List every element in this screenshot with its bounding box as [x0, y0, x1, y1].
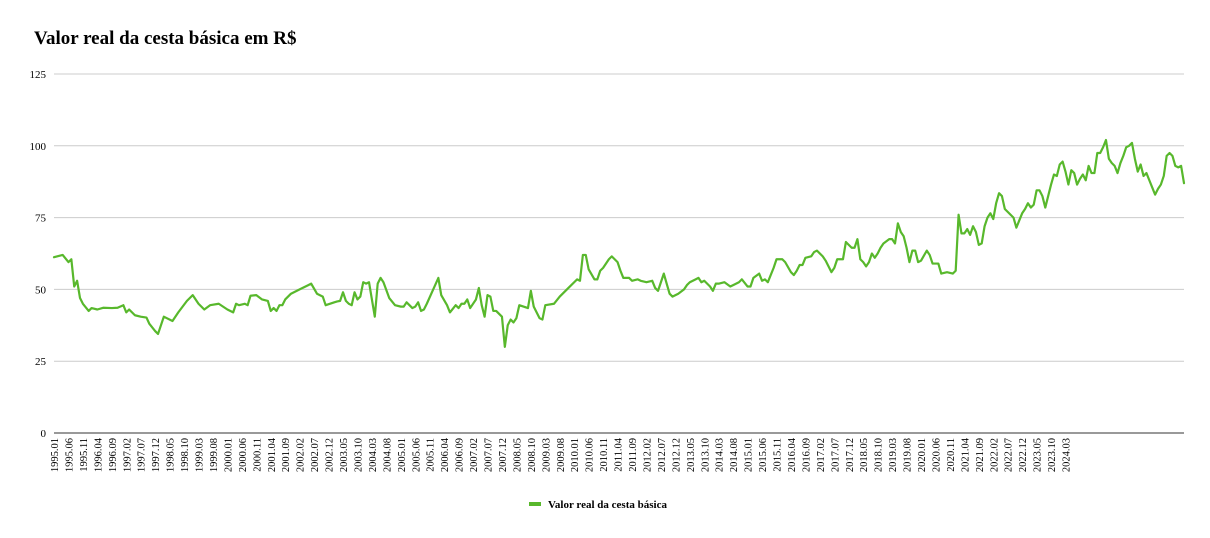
x-tick-label: 2019.08 [903, 438, 914, 472]
x-tick-label: 2023.05 [1033, 438, 1044, 472]
legend-label: Valor real da cesta básica [548, 499, 667, 511]
y-tick-label: 0 [41, 428, 47, 440]
x-tick-label: 2002.07 [310, 438, 321, 472]
x-tick-label: 2016.04 [787, 437, 798, 472]
x-tick-label: 1999.03 [195, 438, 206, 472]
x-tick-label: 2015.01 [744, 438, 755, 472]
x-tick-label: 2012.02 [642, 438, 653, 472]
series-layer [52, 138, 1186, 348]
x-tick-label: 2018.05 [859, 438, 870, 472]
x-tick-label: 1995.11 [79, 438, 90, 472]
x-tick-label: 1995.01 [50, 438, 61, 472]
x-tick-label: 1998.05 [166, 438, 177, 472]
x-tick-label: 2005.06 [411, 438, 422, 472]
legend: Valor real da cesta básica [529, 499, 667, 511]
x-tick-label: 2002.12 [325, 438, 336, 472]
x-tick-label: 2015.11 [773, 438, 784, 472]
x-tick-label: 1999.08 [209, 438, 220, 472]
x-tick-label: 2020.06 [931, 438, 942, 472]
x-tick-label: 2007.07 [484, 438, 495, 472]
x-tick-label: 2010.01 [570, 438, 581, 472]
x-tick-label: 2000.11 [252, 438, 263, 472]
x-tick-label: 2010.06 [585, 438, 596, 472]
x-tick-label: 2005.11 [426, 438, 437, 472]
y-tick-label: 100 [30, 141, 47, 153]
x-axis-tick-labels: 1995.01 1995.06 1995.11 1996.04 1996.09 1997.… [50, 437, 1073, 472]
x-tick-label: 2020.01 [917, 438, 928, 472]
x-tick-label: 2017.07 [830, 438, 841, 472]
series-line [52, 138, 1186, 348]
legend-swatch [529, 502, 541, 506]
x-tick-label: 2011.04 [614, 437, 625, 471]
x-tick-label: 2004.03 [368, 438, 379, 472]
x-tick-label: 2013.10 [700, 438, 711, 472]
y-axis-tick-labels: 0 25 50 75 100 125 [30, 69, 47, 440]
gridlines [54, 73, 1184, 434]
x-tick-label: 2022.12 [1018, 438, 1029, 472]
x-tick-label: 2009.03 [541, 438, 552, 472]
x-tick-label: 1997.12 [151, 438, 162, 472]
x-tick-label: 1996.04 [93, 437, 104, 472]
x-tick-label: 2008.10 [527, 438, 538, 472]
x-tick-label: 2021.09 [975, 438, 986, 472]
x-tick-label: 2001.09 [281, 438, 292, 472]
x-tick-label: 2012.12 [671, 438, 682, 472]
x-tick-label: 2023.10 [1047, 438, 1058, 472]
x-tick-label: 1997.07 [137, 438, 148, 472]
y-tick-label: 75 [35, 213, 47, 225]
x-tick-label: 2003.05 [339, 438, 350, 472]
x-tick-label: 2014.08 [729, 438, 740, 472]
y-tick-label: 25 [35, 356, 47, 368]
x-tick-label: 2013.05 [686, 438, 697, 472]
x-tick-label: 2002.02 [296, 438, 307, 472]
x-tick-label: 2009.08 [556, 438, 567, 472]
x-tick-label: 2000.06 [238, 438, 249, 472]
x-tick-label: 2007.12 [498, 438, 509, 472]
x-tick-label: 2018.10 [874, 438, 885, 472]
x-tick-label: 2021.04 [960, 437, 971, 472]
x-tick-label: 2006.04 [440, 437, 451, 472]
x-tick-label: 2022.02 [989, 438, 1000, 472]
x-tick-label: 2022.07 [1004, 438, 1015, 472]
x-tick-label: 2017.02 [816, 438, 827, 472]
x-tick-label: 2012.07 [657, 438, 668, 472]
x-tick-label: 2017.12 [845, 438, 856, 472]
x-tick-label: 2001.04 [267, 437, 278, 472]
x-tick-label: 2020.11 [946, 438, 957, 472]
x-tick-label: 2006.09 [455, 438, 466, 472]
x-tick-label: 2005.01 [397, 438, 408, 472]
x-tick-label: 1998.10 [180, 438, 191, 472]
x-tick-label: 2019.03 [888, 438, 899, 472]
y-tick-label: 50 [35, 284, 47, 296]
x-tick-label: 2004.08 [382, 438, 393, 472]
x-tick-label: 1995.06 [64, 438, 75, 472]
x-tick-label: 2000.01 [223, 438, 234, 472]
x-tick-label: 2010.11 [599, 438, 610, 472]
chart-title: Valor real da cesta básica em R$ [34, 28, 297, 49]
x-tick-label: 1996.09 [108, 438, 119, 472]
x-tick-label: 2007.02 [469, 438, 480, 472]
x-tick-label: 2003.10 [353, 438, 364, 472]
x-tick-label: 1997.02 [122, 438, 133, 472]
x-tick-label: 2024.03 [1062, 438, 1073, 472]
x-tick-label: 2011.09 [628, 438, 639, 472]
x-tick-label: 2014.03 [715, 438, 726, 472]
y-tick-label: 125 [30, 69, 47, 81]
x-tick-label: 2015.06 [758, 438, 769, 472]
x-tick-label: 2016.09 [801, 438, 812, 472]
x-tick-label: 2008.05 [512, 438, 523, 472]
